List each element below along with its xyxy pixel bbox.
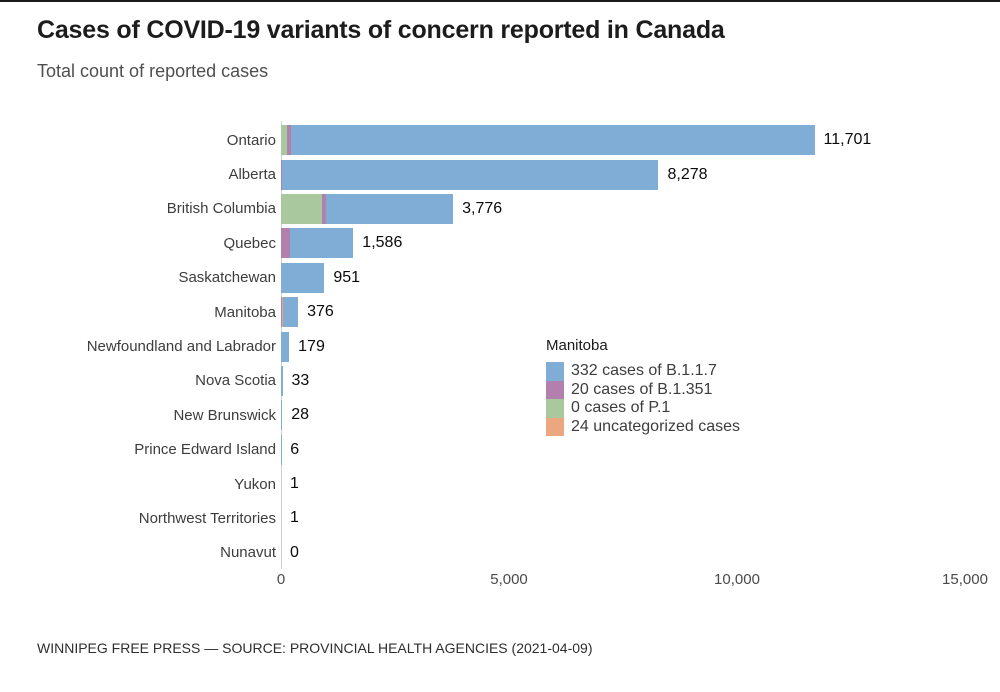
bar-segment-b-1-1-7[interactable] [283,297,299,328]
category-label: Quebec [223,234,276,252]
value-label: 8,278 [667,165,708,183]
bar-track [281,125,815,156]
bar-segment-b-1-1-7[interactable] [281,262,325,293]
page-subtitle: Total count of reported cases [37,61,269,81]
category-label: Nova Scotia [195,372,276,390]
bar-segment-b-1-351[interactable] [287,125,292,156]
category-label: Nunavut [220,544,276,562]
bar-segment-b-1-351[interactable] [322,193,327,224]
bar-row: Manitoba 376 [0,295,1000,329]
tooltip-rows: 332 cases of B.1.1.7 20 cases of B.1.351 0… [546,362,740,436]
bar-row: British Columbia 3,776 [0,192,1000,226]
x-axis-tick-label: 5,000 [490,571,528,588]
bar-segment-uncategorized[interactable] [281,297,283,328]
legend-label: 0 cases of P.1 [571,399,671,416]
page-title: Cases of COVID-19 variants of concern re… [37,16,725,44]
bar-row: Nova Scotia 33 [0,364,1000,398]
bar-segment-b-1-1-7[interactable] [281,365,283,396]
value-label: 1,586 [362,234,403,252]
category-label: British Columbia [166,200,276,218]
legend-swatch [546,399,564,418]
value-label: 3,776 [462,199,503,217]
bar-segment-b-1-1-7[interactable] [291,125,815,156]
bar-row: Nunavut 0 [0,536,1000,570]
bar-row: Newfoundland and Labrador 179 [0,329,1000,363]
top-rule [0,0,1000,2]
value-label: 376 [307,303,334,321]
bar-segment-p-1[interactable] [281,125,288,156]
bar-track [281,365,283,396]
category-label: Prince Edward Island [134,441,276,459]
bar-track [281,297,299,328]
bar-segment-b-1-1-7[interactable] [281,400,283,431]
category-label: New Brunswick [173,406,276,424]
legend-label: 332 cases of B.1.1.7 [571,362,717,379]
category-label: Saskatchewan [178,269,276,287]
bar-row: Saskatchewan 951 [0,261,1000,295]
bar-segment-b-1-1-7[interactable] [281,331,290,362]
bar-segment-b-1-351[interactable] [281,228,291,259]
value-label: 33 [291,371,310,389]
tooltip-legend-row: 332 cases of B.1.1.7 [546,362,740,381]
value-label: 0 [290,543,299,561]
bar-chart: Ontario 11,701 Alberta 8,278 British Columbi… [0,123,1000,570]
value-label: 179 [298,337,325,355]
x-axis-tick-label: 10,000 [714,571,760,588]
bar-row: Ontario 11,701 [0,123,1000,157]
value-label: 1 [290,509,299,527]
bar-track [281,331,290,362]
value-label: 951 [333,268,361,286]
tooltip-legend-row: 24 uncategorized cases [546,417,740,436]
bar-row: Northwest Territories 1 [0,501,1000,535]
tooltip-title: Manitoba [546,337,608,354]
bar-segment-b-1-351[interactable] [281,297,282,328]
legend-label: 20 cases of B.1.351 [571,380,713,398]
tooltip-legend-row: 20 cases of B.1.351 [546,380,740,399]
legend-swatch [546,380,564,399]
bar-row: Yukon 1 [0,467,1000,501]
bar-segment-b-1-1-7[interactable] [290,228,354,259]
bar-track [281,400,283,431]
value-label: 11,701 [823,131,872,149]
legend-swatch [546,362,564,381]
hover-tooltip: Manitoba 332 cases of B.1.1.7 20 cases of… [546,337,740,436]
x-axis-tick-label: 0 [276,571,286,588]
x-axis-tick-label: 15,000 [942,571,988,588]
legend-swatch [546,417,564,436]
category-label: Northwest Territories [138,509,276,527]
bar-segment-p-1[interactable] [281,193,323,224]
bar-track [281,228,354,259]
bar-rows: Ontario 11,701 Alberta 8,278 British Columbi… [0,123,1000,570]
category-label: Alberta [228,166,276,184]
category-label: Yukon [234,475,276,493]
bar-row: Quebec 1,586 [0,226,1000,260]
value-label: 28 [291,406,310,424]
bar-segment-b-1-1-7[interactable] [282,159,659,190]
value-label: 6 [290,440,300,458]
category-label: Newfoundland and Labrador [86,338,276,356]
value-label: 1 [290,475,299,493]
tooltip-legend-row: 0 cases of P.1 [546,399,740,418]
bar-segment-b-1-351[interactable] [281,159,282,190]
bar-track [281,193,454,224]
bar-row: Alberta 8,278 [0,157,1000,191]
bar-segment-b-1-1-7[interactable] [326,193,454,224]
category-label: Manitoba [214,303,276,321]
legend-label: 24 uncategorized cases [571,417,740,435]
source-line: WINNIPEG FREE PRESS — SOURCE: PROVINCIAL… [37,640,593,656]
bar-row: New Brunswick 28 [0,398,1000,432]
bar-track [281,262,325,293]
category-label: Ontario [226,131,276,149]
bar-row: Prince Edward Island 6 [0,433,1000,467]
bar-track [281,159,659,190]
x-axis: 0 5,000 10,000 15,000 [0,571,1000,593]
